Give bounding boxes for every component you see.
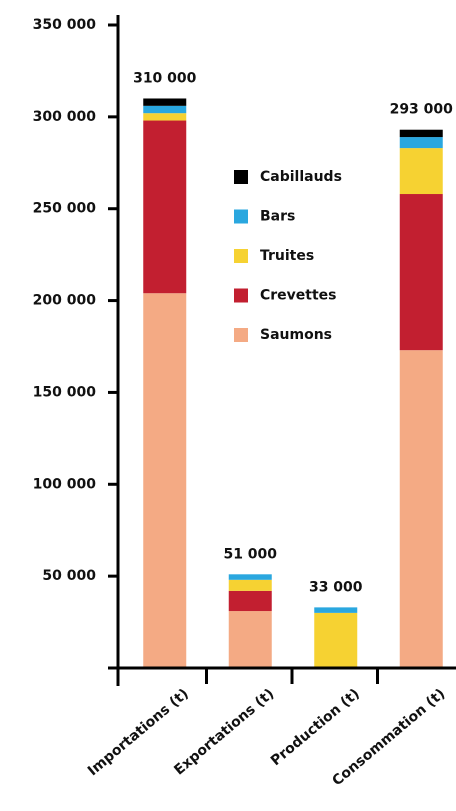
bar-segment [143,105,187,114]
bar-segment [143,120,187,294]
legend-label: Crevettes [260,288,337,304]
total-label: 310 000 [133,70,197,86]
bar-segment [314,607,358,613]
total-label: 51 000 [223,546,277,562]
y-tick-label: 300 000 [33,109,97,125]
bar-segment [228,574,272,580]
bar-segment [143,113,187,121]
y-tick-label: 200 000 [33,293,97,309]
bar-segment [228,590,272,612]
legend-swatch [234,209,248,224]
legend-label: Saumons [260,327,332,343]
x-tick-label: Production (t) [268,686,363,769]
legend-swatch [234,170,248,184]
bar-segment [314,612,358,668]
bar-segment [399,137,443,149]
total-label: 293 000 [390,102,454,118]
bar-segment [399,129,443,138]
y-tick-label: 150 000 [33,384,97,400]
y-tick-label: 250 000 [33,201,97,217]
bar-segment [399,350,443,668]
bar-segment [143,98,187,106]
y-tick-label: 50 000 [42,568,96,584]
bar-segment [228,611,272,668]
legend-swatch [234,288,248,303]
bar-segment [228,579,272,591]
legend-label: Cabillauds [260,169,342,185]
y-tick-label: 350 000 [33,17,97,33]
legend-label: Truites [260,248,314,264]
bar-segment [399,148,443,195]
y-tick-label: 100 000 [33,476,97,492]
total-label: 33 000 [309,579,363,595]
bar-segment [399,194,443,351]
bar-segment [143,293,187,668]
legend-swatch [234,249,248,263]
legend-label: Bars [260,209,295,225]
legend-swatch [234,328,248,342]
